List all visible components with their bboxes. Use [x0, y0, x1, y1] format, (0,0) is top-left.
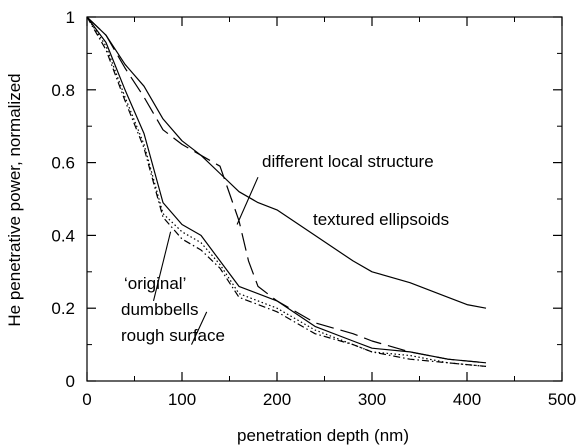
leader-rough-surface — [191, 311, 208, 345]
annotation-different-local-structure: different local structure — [262, 152, 434, 171]
y-tick-label: 0.4 — [51, 226, 75, 245]
y-tick-label: 0 — [66, 372, 75, 391]
annotation-original: ‘original’ — [124, 274, 186, 293]
series-line-1-solid — [86, 16, 487, 309]
y-tick-label: 0.8 — [51, 81, 75, 100]
series-layer — [86, 16, 487, 367]
y-tick-label: 1 — [66, 8, 75, 27]
x-tick-label: 100 — [168, 390, 196, 409]
annotation-textured-ellipsoids: textured ellipsoids — [313, 210, 449, 229]
leader-different-local-structure — [236, 176, 259, 225]
y-axis-label: He penetrative power, normalized — [5, 73, 24, 326]
tick-layer: 0 100 200 300 400 500 0 0.2 0.4 0.6 0.8 1 — [51, 8, 576, 409]
x-tick-label: 300 — [358, 390, 386, 409]
x-tick-label: 200 — [263, 390, 291, 409]
series-line-3-solid — [86, 16, 487, 364]
annotation-rough-surface: rough surface — [121, 326, 225, 345]
x-tick-label: 0 — [82, 390, 91, 409]
series-line-4-dotted — [86, 16, 487, 367]
x-axis-label: penetration depth (nm) — [237, 426, 409, 445]
x-tick-label: 500 — [548, 390, 576, 409]
series-line-2-long-dash — [86, 16, 487, 364]
leader-original — [152, 231, 172, 302]
y-tick-label: 0.6 — [51, 154, 75, 173]
x-tick-label: 400 — [453, 390, 481, 409]
annotation-dumbbells: dumbbells — [121, 300, 199, 319]
series-line-5-dash-dot — [86, 16, 487, 367]
callout-layer — [152, 176, 259, 345]
y-tick-label: 0.2 — [51, 299, 75, 318]
